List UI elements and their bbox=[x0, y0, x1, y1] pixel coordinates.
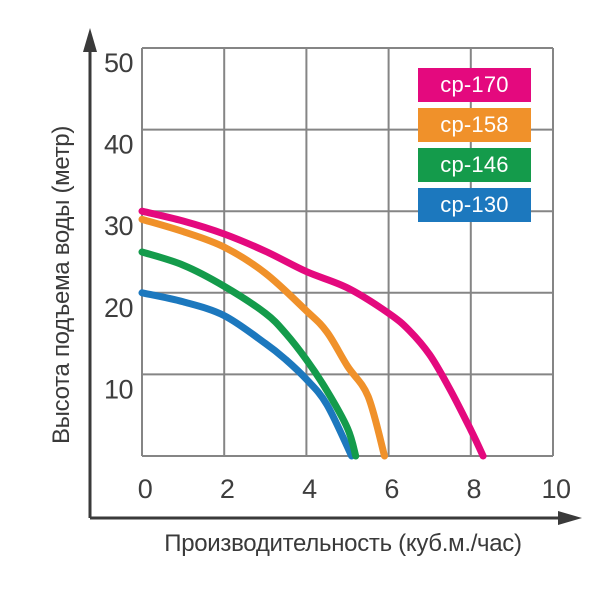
x-tick-label: 2 bbox=[220, 474, 235, 504]
x-tick-label: 0 bbox=[138, 474, 153, 504]
y-tick-label: 10 bbox=[104, 374, 133, 404]
curve-cp-130 bbox=[138, 289, 356, 460]
curve-cp-146 bbox=[138, 248, 360, 460]
x-axis-title: Производительность (куб.м./час) bbox=[164, 530, 522, 557]
legend-item-cp-170: ср-170 bbox=[418, 68, 531, 102]
legend: ср-170 ср-158 ср-146 ср-130 bbox=[418, 68, 531, 222]
legend-item-cp-158: ср-158 bbox=[418, 108, 531, 142]
legend-item-cp-130: ср-130 bbox=[418, 188, 531, 222]
y-tick-label: 50 bbox=[104, 48, 133, 78]
y-tick-label: 40 bbox=[104, 130, 133, 160]
curve-cp-158 bbox=[138, 215, 388, 460]
y-tick-labels: 10 20 30 40 50 bbox=[104, 48, 134, 404]
y-tick-label: 20 bbox=[104, 293, 133, 323]
axes bbox=[83, 28, 582, 525]
x-axis-arrowhead-icon bbox=[558, 511, 582, 525]
y-tick-label: 30 bbox=[104, 211, 133, 241]
y-axis-title: Высота подъема воды (метр) bbox=[48, 125, 75, 445]
legend-item-cp-146: ср-146 bbox=[418, 148, 531, 182]
curves bbox=[138, 207, 487, 460]
y-axis-arrowhead-icon bbox=[83, 28, 97, 52]
x-tick-labels: 0 2 4 6 8 10 bbox=[138, 474, 571, 504]
curve-cp-170 bbox=[138, 207, 487, 460]
x-tick-label: 4 bbox=[302, 474, 317, 504]
x-tick-label: 6 bbox=[384, 474, 399, 504]
x-tick-label: 8 bbox=[467, 474, 482, 504]
x-tick-label: 10 bbox=[541, 474, 570, 504]
